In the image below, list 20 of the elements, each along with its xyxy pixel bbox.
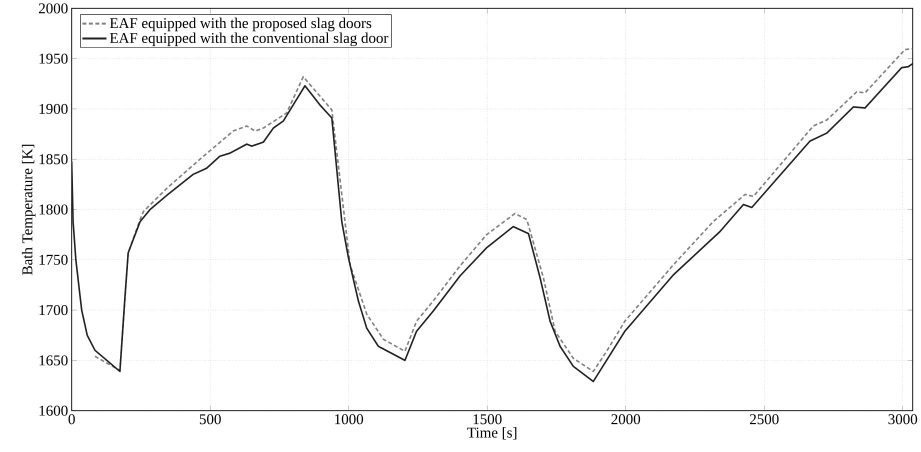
y-tick-label: 1600	[40, 405, 68, 416]
legend-label: EAF equipped with the proposed slag doors	[110, 18, 372, 32]
y-tick-label: 1650	[40, 355, 68, 366]
y-tick-label: 2000	[38, 3, 68, 14]
x-tick-label: 0	[68, 414, 75, 424]
x-tick-label: 1500	[474, 414, 502, 424]
x-tick-label: 3000	[888, 414, 918, 424]
legend-label: EAF equipped with the conventional slag door	[110, 32, 388, 46]
y-tick-label: 1750	[40, 254, 68, 265]
y-tick-label: 1900	[40, 104, 68, 114]
x-tick-label: 2000	[611, 414, 640, 424]
y-axis-title: Bath Temperature [K]	[22, 144, 36, 275]
x-tick-label: 1000	[335, 414, 364, 424]
y-tick-label: 1950	[40, 53, 68, 64]
y-tick-label: 1700	[40, 304, 68, 315]
y-tick-label: 1800	[40, 204, 68, 214]
y-tick-label: 1850	[40, 154, 68, 164]
x-axis-title: Time [s]	[467, 426, 516, 440]
x-tick-label: 500	[200, 414, 221, 424]
x-tick-label: 2500	[750, 414, 779, 424]
